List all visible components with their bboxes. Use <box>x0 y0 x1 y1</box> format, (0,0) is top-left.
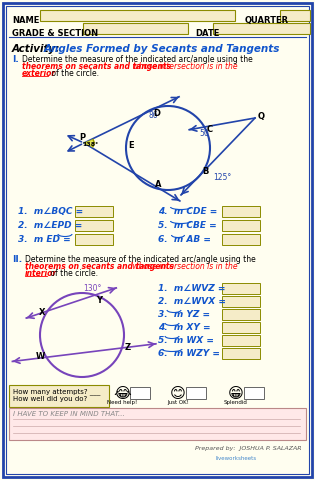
Text: 86: 86 <box>148 111 158 120</box>
Text: How well did you do?: How well did you do? <box>13 396 87 402</box>
Text: W: W <box>36 352 45 361</box>
Text: A: A <box>154 180 161 189</box>
Text: Just OK!: Just OK! <box>167 400 189 405</box>
Text: Activity:: Activity: <box>12 44 64 54</box>
Text: C: C <box>206 124 212 133</box>
Text: NAME: NAME <box>12 16 39 25</box>
Text: Q: Q <box>257 111 265 120</box>
Text: 5.  m WX =: 5. m WX = <box>158 336 214 345</box>
Text: I HAVE TO KEEP IN MIND THAT...: I HAVE TO KEEP IN MIND THAT... <box>13 411 125 417</box>
Text: 1.  m∠BQC =: 1. m∠BQC = <box>18 207 83 216</box>
FancyBboxPatch shape <box>222 283 260 294</box>
Text: whose intersection is in the: whose intersection is in the <box>130 62 238 71</box>
Text: 3.  m ED =: 3. m ED = <box>18 235 71 244</box>
FancyBboxPatch shape <box>9 385 109 407</box>
Text: 50: 50 <box>199 130 209 139</box>
Text: Y: Y <box>96 296 102 304</box>
Text: 130°: 130° <box>83 284 101 293</box>
Text: 4.  m CDE =: 4. m CDE = <box>158 207 217 216</box>
Text: liveworksheets: liveworksheets <box>215 456 256 461</box>
FancyBboxPatch shape <box>40 10 235 21</box>
Text: 😁: 😁 <box>228 386 244 401</box>
Text: theorems on secants and tangents: theorems on secants and tangents <box>22 62 171 71</box>
FancyBboxPatch shape <box>75 234 113 245</box>
FancyBboxPatch shape <box>244 387 264 399</box>
Text: Determine the measure of the indicated arc/angle using the: Determine the measure of the indicated a… <box>25 255 256 264</box>
Text: of the circle.: of the circle. <box>49 69 99 78</box>
Text: QUARTER: QUARTER <box>245 16 289 25</box>
Text: 2.  m∠EPD =: 2. m∠EPD = <box>18 221 82 230</box>
FancyBboxPatch shape <box>222 234 260 245</box>
Text: 4.  m XY =: 4. m XY = <box>158 323 210 332</box>
FancyBboxPatch shape <box>222 206 260 217</box>
FancyBboxPatch shape <box>75 206 113 217</box>
Text: How many attempts? ___: How many attempts? ___ <box>13 388 100 395</box>
Text: 125°: 125° <box>213 173 231 182</box>
Text: II.: II. <box>12 255 22 264</box>
Text: I.: I. <box>12 55 19 64</box>
Text: Prepared by:  JOSHUA P. SALAZAR: Prepared by: JOSHUA P. SALAZAR <box>195 446 302 451</box>
Text: 138°: 138° <box>82 143 98 147</box>
FancyBboxPatch shape <box>222 220 260 231</box>
Text: D: D <box>154 109 161 118</box>
FancyBboxPatch shape <box>222 348 260 359</box>
Text: 6.  m AB =: 6. m AB = <box>158 235 211 244</box>
FancyBboxPatch shape <box>9 408 306 440</box>
Text: Need help!: Need help! <box>107 400 137 405</box>
FancyBboxPatch shape <box>213 23 310 34</box>
Text: exterior: exterior <box>22 69 56 78</box>
Text: of the circle.: of the circle. <box>48 269 98 278</box>
Text: interior: interior <box>25 269 57 278</box>
FancyBboxPatch shape <box>75 220 113 231</box>
Text: 😊: 😊 <box>170 386 186 401</box>
Text: theorems on secants and tangents: theorems on secants and tangents <box>25 262 174 271</box>
FancyBboxPatch shape <box>83 23 188 34</box>
Text: Determine the measure of the indicated arc/angle using the: Determine the measure of the indicated a… <box>22 55 253 64</box>
FancyBboxPatch shape <box>222 309 260 320</box>
FancyBboxPatch shape <box>3 3 312 477</box>
Text: 3.  m YZ =: 3. m YZ = <box>158 310 210 319</box>
Text: 1.  m∠WVZ =: 1. m∠WVZ = <box>158 284 225 293</box>
Text: 6.  m WZY =: 6. m WZY = <box>158 349 220 358</box>
FancyBboxPatch shape <box>130 387 150 399</box>
FancyBboxPatch shape <box>222 296 260 307</box>
Text: B: B <box>202 168 208 177</box>
Text: 😂: 😂 <box>113 386 131 401</box>
Text: 2.  m∠WVX =: 2. m∠WVX = <box>158 297 226 306</box>
Text: DATE: DATE <box>195 29 219 38</box>
Polygon shape <box>84 140 94 147</box>
Text: X: X <box>38 309 45 317</box>
Text: Z: Z <box>125 344 131 352</box>
Text: whose intersection is in the: whose intersection is in the <box>130 262 238 271</box>
Text: GRADE & SECTION: GRADE & SECTION <box>12 29 98 38</box>
Text: P: P <box>79 132 85 142</box>
Text: E: E <box>128 141 134 150</box>
Text: Angles Formed by Secants and Tangents: Angles Formed by Secants and Tangents <box>44 44 280 54</box>
FancyBboxPatch shape <box>222 335 260 346</box>
FancyBboxPatch shape <box>280 10 310 21</box>
Text: 5.  m CBE =: 5. m CBE = <box>158 221 217 230</box>
FancyBboxPatch shape <box>222 322 260 333</box>
Text: Splendid: Splendid <box>224 400 248 405</box>
FancyBboxPatch shape <box>186 387 206 399</box>
